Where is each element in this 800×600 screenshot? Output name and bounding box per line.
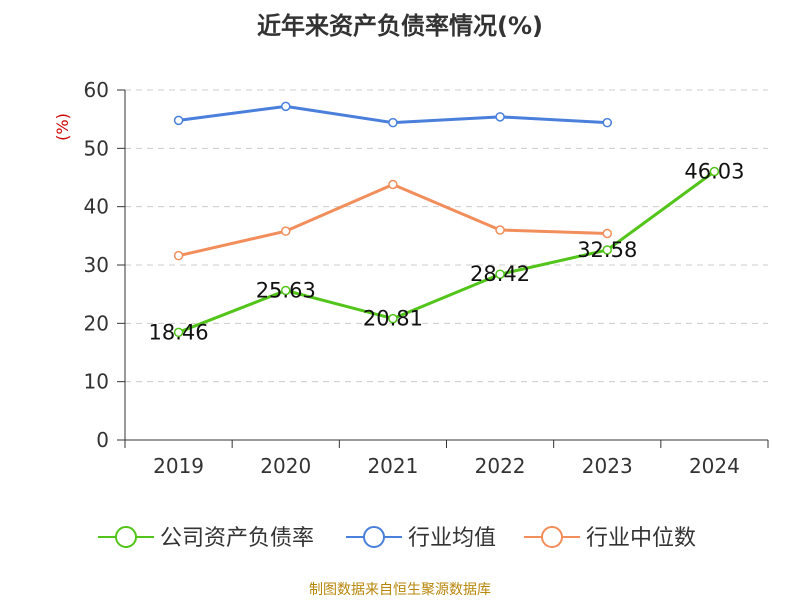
y-tick-label: 10 <box>84 370 109 394</box>
x-tick-label: 2021 <box>367 454 418 478</box>
data-label: 25.63 <box>256 278 316 302</box>
x-tick-label: 2024 <box>689 454 740 478</box>
grid-lines <box>125 89 768 383</box>
data-point <box>602 245 612 255</box>
data-label: 46.03 <box>684 159 744 183</box>
x-tick-label: 2020 <box>260 454 311 478</box>
legend-item[interactable]: 行业均值 <box>346 526 496 551</box>
legend-label: 行业均值 <box>408 526 496 551</box>
legend-label: 行业中位数 <box>586 526 696 551</box>
data-point <box>495 225 505 235</box>
data-label: 20.81 <box>363 307 423 331</box>
data-point <box>173 327 184 338</box>
series-line <box>178 170 716 334</box>
data-label: 32.58 <box>577 238 637 262</box>
chart-title: 近年来资产负债率情况(%) <box>257 12 543 40</box>
data-point <box>281 285 291 296</box>
data-point <box>173 115 184 126</box>
legend-item[interactable]: 行业中位数 <box>524 526 696 551</box>
x-tick-label: 2023 <box>582 454 633 478</box>
series-line <box>178 183 608 258</box>
y-tick-label: 20 <box>84 311 109 335</box>
data-point <box>709 166 720 177</box>
data-label: 28.42 <box>470 262 530 286</box>
legend-label: 公司资产负债率 <box>160 526 314 551</box>
y-tick-label: 30 <box>84 253 109 277</box>
y-tick-label: 50 <box>84 136 109 160</box>
data-point <box>281 226 291 236</box>
y-tick-label: 60 <box>84 78 109 102</box>
y-axis-label: (%) <box>53 113 72 141</box>
series-lines <box>173 101 720 338</box>
legend-marker-icon <box>115 526 137 548</box>
x-tick-label: 2019 <box>153 454 204 478</box>
data-point <box>388 117 398 128</box>
legend-marker-icon <box>363 526 385 548</box>
legend-marker-icon <box>541 526 563 548</box>
y-tick-label: 0 <box>96 428 109 452</box>
data-point <box>602 228 612 239</box>
data-point <box>388 179 398 190</box>
data-point <box>388 313 398 324</box>
data-label: 18.46 <box>149 320 209 344</box>
data-point <box>281 101 291 112</box>
data-point <box>495 269 505 279</box>
data-point <box>495 112 505 122</box>
data-point <box>173 250 184 261</box>
y-tick-label: 40 <box>84 195 109 219</box>
legend-item[interactable]: 公司资产负债率 <box>98 526 314 551</box>
x-tick-label: 2022 <box>475 454 526 478</box>
source-note: 制图数据来自恒生聚源数据库 <box>309 582 491 598</box>
data-labels: 18.46 25.63 20.81 28.42 32.58 46.03 <box>149 159 745 344</box>
axes: 0 10 20 30 40 50 60 2019 2020 2021 2022 2023 2024 (%) <box>53 78 769 478</box>
legend[interactable]: 公司资产负债率 行业均值 行业中位数 <box>98 526 696 551</box>
data-point <box>602 117 612 128</box>
